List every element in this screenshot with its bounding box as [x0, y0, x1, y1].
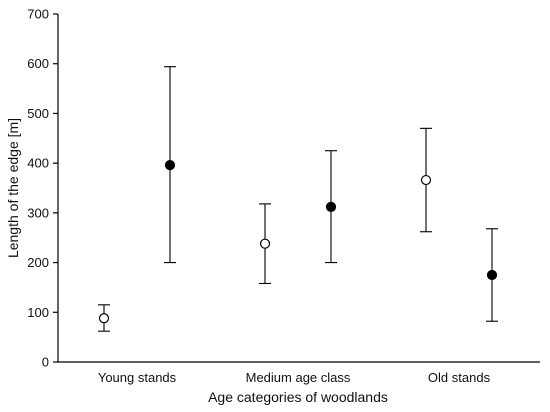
y-tick-label: 700	[27, 7, 49, 22]
open-circle-marker	[420, 174, 432, 186]
error-bar-group	[325, 150, 337, 264]
series-layer	[98, 66, 498, 332]
y-axis-title: Length of the edge [m]	[5, 118, 21, 258]
error-bar-group	[420, 127, 432, 233]
axes	[57, 14, 540, 363]
y-tick-label: 100	[27, 305, 49, 320]
filled-circle-marker	[486, 269, 498, 281]
x-tick-label: Young stands	[98, 370, 177, 385]
x-tick-label: Medium age class	[246, 370, 351, 385]
y-tick-label: 200	[27, 255, 49, 270]
open-circle-marker	[259, 238, 271, 249]
error-bar-group	[486, 228, 498, 322]
error-bar-group	[259, 203, 271, 285]
y-ticks: 0 100 200 300 400 500 600 700	[27, 7, 58, 370]
filled-circle-marker	[325, 201, 337, 212]
y-tick-label: 500	[27, 106, 49, 121]
filled-circle-marker	[164, 160, 176, 171]
open-circle-marker	[98, 313, 110, 324]
x-axis-title: Age categories of woodlands	[208, 389, 388, 405]
x-ticks: Young stands Medium age class Old stands	[98, 370, 491, 385]
error-bar-group	[164, 66, 176, 264]
x-tick-label: Old stands	[428, 370, 491, 385]
y-tick-label: 600	[27, 56, 49, 71]
error-bar-group	[98, 304, 110, 332]
y-tick-label: 400	[27, 156, 49, 171]
y-tick-label: 300	[27, 205, 49, 220]
y-tick-label: 0	[42, 355, 49, 370]
